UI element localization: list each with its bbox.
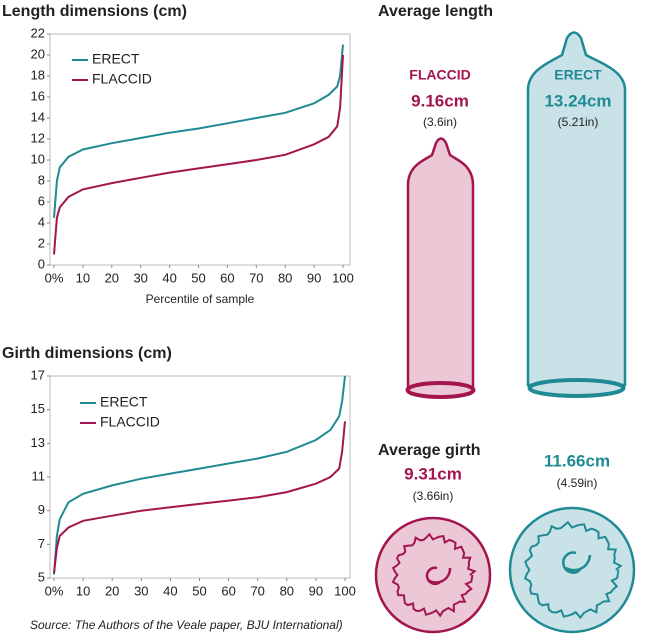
series-line — [53, 375, 346, 575]
x-tick-label: 70 — [250, 583, 264, 598]
erect-girth-in: (4.59in) — [557, 476, 598, 490]
chart-title: Girth dimensions (cm) — [2, 345, 172, 362]
flaccid-swirl — [425, 566, 452, 585]
girth-title: Average girth — [378, 442, 481, 459]
x-tick-label: 90 — [307, 270, 321, 285]
x-tick-label: 90 — [309, 583, 323, 598]
erect-length-in: (5.21in) — [558, 115, 599, 129]
erect-shape — [526, 31, 627, 387]
erect-label: ERECT — [554, 67, 602, 83]
erect-swirl — [562, 551, 592, 574]
x-tick-label: 50 — [191, 270, 205, 285]
girth-ring — [523, 520, 623, 620]
x-tick-label: 0% — [45, 583, 64, 598]
y-tick-label: 0 — [38, 256, 45, 271]
y-tick-label: 6 — [38, 193, 45, 208]
x-tick-label: 40 — [162, 270, 176, 285]
erect-length: 13.24cm — [544, 91, 611, 110]
y-tick-label: 16 — [31, 88, 45, 103]
x-tick-label: 100 — [332, 270, 354, 285]
flaccid-length-in: (3.6in) — [423, 115, 457, 129]
flaccid-shape — [406, 137, 475, 390]
legend-label: ERECT — [92, 51, 140, 67]
flaccid-label: FLACCID — [409, 67, 470, 83]
legend-label: FLACCID — [100, 414, 160, 430]
x-tick-label: 10 — [76, 583, 90, 598]
series-line — [53, 44, 344, 218]
y-tick-label: 10 — [31, 151, 45, 166]
series-line — [53, 421, 346, 574]
x-tick-label: 50 — [192, 583, 206, 598]
x-tick-label: 40 — [163, 583, 177, 598]
y-tick-label: 18 — [31, 67, 45, 82]
erect-girth: 11.66cm — [544, 451, 610, 470]
x-tick-label: 100 — [334, 583, 356, 598]
source: Source: The Authors of the Veale paper, … — [30, 618, 343, 632]
x-tick-label: 0% — [45, 270, 64, 285]
y-tick-label: 22 — [31, 25, 45, 40]
x-axis-label: Percentile of sample — [146, 292, 255, 306]
y-tick-label: 7 — [38, 536, 45, 551]
chart-title: Length dimensions (cm) — [2, 3, 187, 20]
x-tick-label: 60 — [220, 270, 234, 285]
y-tick-label: 15 — [31, 401, 45, 416]
series-line — [53, 54, 344, 255]
y-tick-label: 11 — [32, 468, 46, 483]
x-tick-label: 10 — [76, 270, 90, 285]
x-tick-label: 80 — [280, 583, 294, 598]
legend-label: FLACCID — [92, 71, 152, 87]
x-tick-label: 80 — [278, 270, 292, 285]
y-tick-label: 4 — [38, 214, 45, 229]
flaccid-ring — [405, 381, 476, 399]
legend-label: ERECT — [100, 394, 148, 410]
y-tick-label: 2 — [38, 235, 45, 250]
y-tick-label: 17 — [31, 367, 45, 382]
flaccid-girth: 9.31cm — [404, 464, 462, 483]
x-tick-label: 20 — [105, 270, 119, 285]
plot-frame — [49, 375, 351, 579]
flaccid-length: 9.16cm — [411, 91, 469, 110]
y-tick-label: 12 — [31, 130, 45, 145]
x-tick-label: 70 — [249, 270, 263, 285]
y-tick-label: 14 — [31, 109, 45, 124]
length-title: Average length — [378, 3, 493, 20]
y-tick-label: 8 — [38, 172, 45, 187]
erect-ring — [527, 378, 626, 398]
x-tick-label: 60 — [221, 583, 235, 598]
flaccid-girth-disc — [374, 516, 492, 634]
plot-frame — [49, 33, 351, 266]
flaccid-girth-in: (3.66in) — [413, 489, 454, 503]
x-tick-label: 30 — [133, 270, 147, 285]
x-tick-label: 30 — [134, 583, 148, 598]
y-tick-label: 9 — [38, 502, 45, 517]
y-tick-label: 20 — [31, 46, 45, 61]
girth-ring — [391, 532, 477, 618]
x-tick-label: 20 — [105, 583, 119, 598]
y-tick-label: 5 — [38, 569, 45, 584]
y-tick-label: 13 — [31, 435, 45, 450]
